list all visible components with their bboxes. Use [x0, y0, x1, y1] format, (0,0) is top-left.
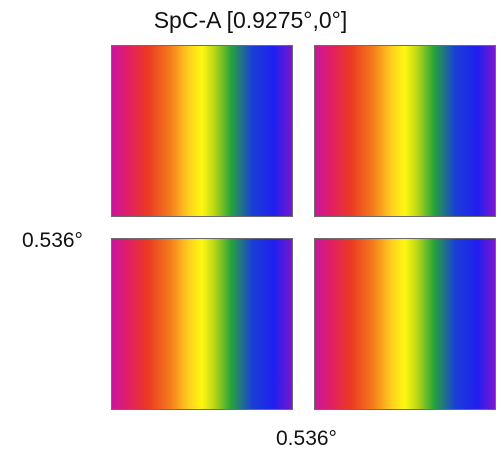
spectrum-panel-top-right — [314, 45, 496, 217]
vertical-size-label: 0.536° — [22, 229, 83, 252]
spectrum-panel-top-left — [111, 45, 293, 217]
spectrum-panel-bottom-left — [111, 238, 293, 410]
figure-title: SpC-A [0.9275°,0°] — [153, 7, 348, 33]
spectrum-panel-bottom-right — [314, 238, 496, 410]
horizontal-size-label: 0.536° — [276, 427, 337, 450]
